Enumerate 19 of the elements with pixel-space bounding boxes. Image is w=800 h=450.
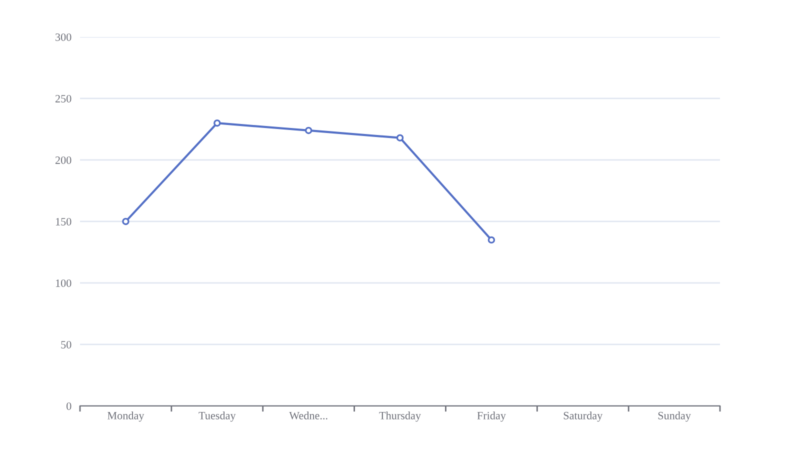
point xyxy=(396,134,404,142)
x-tick-label: Friday xyxy=(477,412,506,422)
x-tick-label: Wedne... xyxy=(289,412,328,420)
y-tick-label: 250 xyxy=(55,94,72,102)
y-tick-label: 200 xyxy=(55,156,72,164)
y-tick-label: 50 xyxy=(61,340,72,348)
point xyxy=(488,236,496,244)
x-tick-label: Thursday xyxy=(379,412,421,422)
x-tick-label: Tuesday xyxy=(198,412,236,422)
y-tick-label: 150 xyxy=(56,218,72,226)
point xyxy=(304,126,312,134)
x-tick-label: Saturday xyxy=(564,412,603,422)
y-tick-label: 300 xyxy=(56,33,72,41)
y-tick-label: 100 xyxy=(56,279,72,287)
y-tick-label: 0 xyxy=(66,402,72,410)
point xyxy=(214,119,221,127)
x-tick-label: Monday xyxy=(108,412,144,422)
x-tick-label: Sunday xyxy=(658,412,691,422)
point xyxy=(122,218,130,226)
